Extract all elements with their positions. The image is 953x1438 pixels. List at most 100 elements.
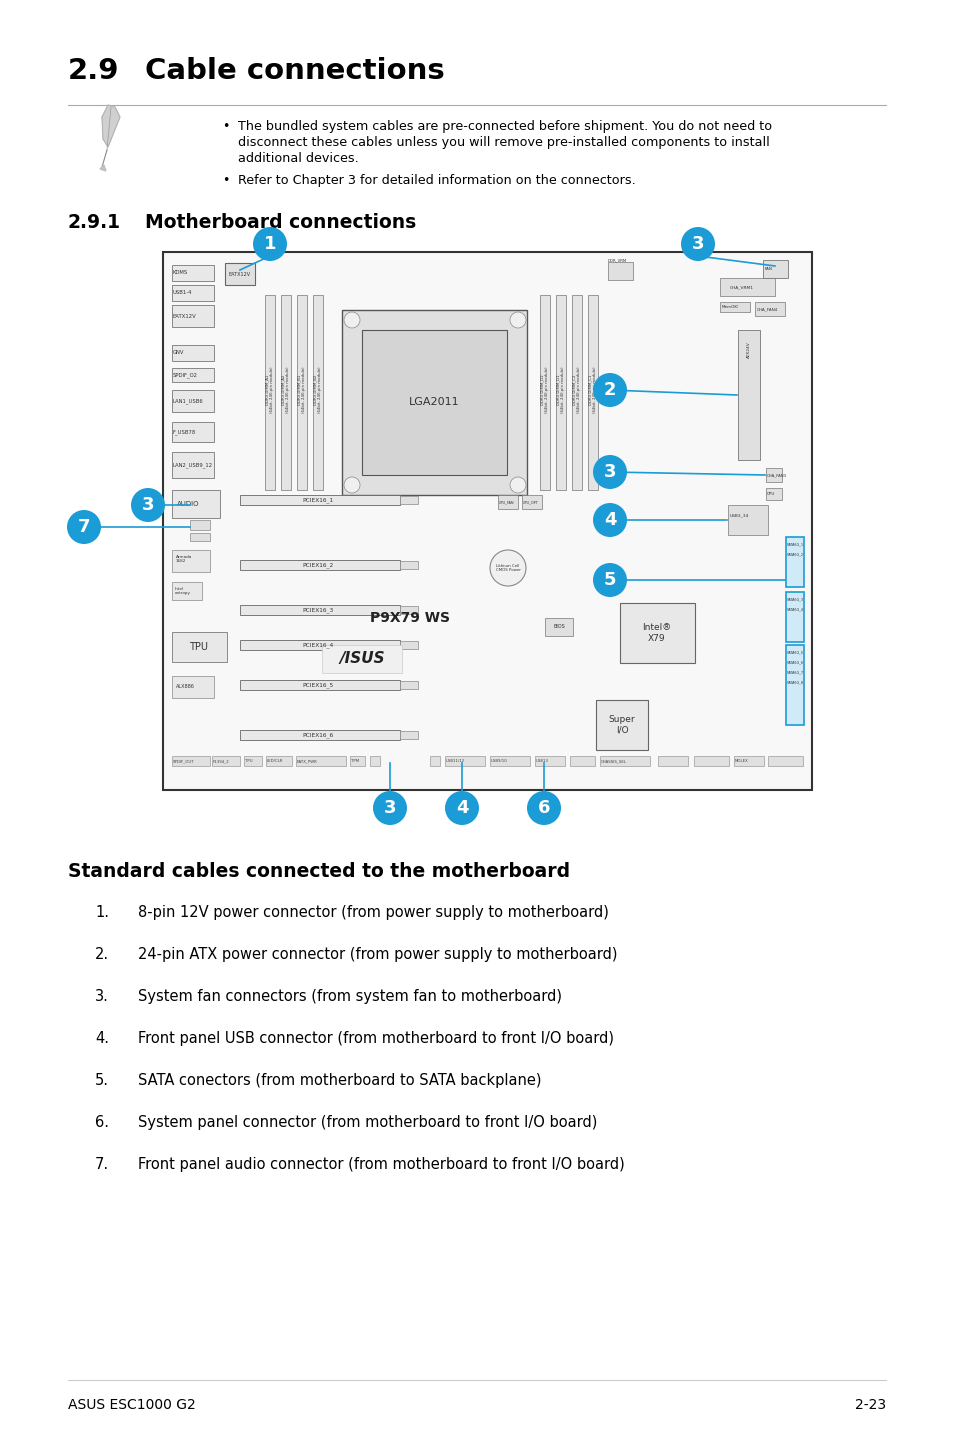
Text: EATX12V: EATX12V bbox=[229, 272, 251, 276]
Text: 2.9: 2.9 bbox=[68, 58, 119, 85]
Bar bbox=[490, 756, 530, 766]
Text: LGA2011: LGA2011 bbox=[408, 397, 458, 407]
Bar bbox=[350, 756, 365, 766]
Text: /ISUS: /ISUS bbox=[339, 651, 384, 666]
Text: SATA conectors (from motherboard to SATA backplane): SATA conectors (from motherboard to SATA… bbox=[138, 1073, 541, 1089]
Circle shape bbox=[490, 549, 525, 587]
Text: SATA6G_5: SATA6G_5 bbox=[786, 650, 803, 654]
Bar bbox=[727, 505, 767, 535]
Text: 24-pin ATX power connector (from power supply to motherboard): 24-pin ATX power connector (from power s… bbox=[138, 948, 617, 962]
Circle shape bbox=[593, 372, 626, 407]
Text: System panel connector (from motherboard to front I/O board): System panel connector (from motherboard… bbox=[138, 1114, 597, 1130]
Circle shape bbox=[510, 312, 525, 328]
Circle shape bbox=[344, 477, 359, 493]
Bar bbox=[754, 302, 784, 316]
Bar bbox=[599, 756, 649, 766]
Text: CHASSIS_SEL: CHASSIS_SEL bbox=[600, 759, 626, 764]
Text: DDR3 DIMM_C1
(64bit, 240-pin module): DDR3 DIMM_C1 (64bit, 240-pin module) bbox=[588, 367, 597, 413]
Text: P9X79 WS: P9X79 WS bbox=[370, 611, 450, 626]
Bar bbox=[370, 756, 379, 766]
Circle shape bbox=[373, 791, 407, 825]
Text: SATA6G_1: SATA6G_1 bbox=[786, 542, 803, 546]
Text: SATA6G_3: SATA6G_3 bbox=[786, 597, 803, 601]
Text: 1: 1 bbox=[263, 234, 276, 253]
Bar bbox=[172, 452, 213, 477]
Bar bbox=[399, 682, 417, 689]
Bar bbox=[172, 345, 213, 361]
Text: KDMS: KDMS bbox=[172, 270, 188, 276]
Text: DDR_VRM: DDR_VRM bbox=[607, 257, 626, 262]
Bar bbox=[762, 260, 787, 278]
Text: System fan connectors (from system fan to motherboard): System fan connectors (from system fan t… bbox=[138, 989, 561, 1004]
Text: BIOS: BIOS bbox=[553, 624, 564, 630]
Bar bbox=[240, 640, 399, 650]
Bar bbox=[607, 262, 633, 280]
Text: USB9/10: USB9/10 bbox=[491, 759, 507, 764]
Text: PCIEX16_2: PCIEX16_2 bbox=[302, 562, 334, 568]
Bar bbox=[172, 265, 213, 280]
Text: •: • bbox=[222, 119, 229, 132]
Text: DDR3 DIMM_B1
(64bit, 240-pin module): DDR3 DIMM_B1 (64bit, 240-pin module) bbox=[297, 367, 306, 413]
Circle shape bbox=[444, 791, 478, 825]
Text: TPU: TPU bbox=[245, 759, 253, 764]
Text: ATX24V: ATX24V bbox=[746, 342, 750, 358]
Text: DDR3 DIMM_D2
(64bit, 240-pin module): DDR3 DIMM_D2 (64bit, 240-pin module) bbox=[540, 367, 549, 413]
Bar bbox=[767, 756, 802, 766]
Text: GNV: GNV bbox=[172, 351, 184, 355]
Text: DDR3 DIMM_C2
(64bit, 240-pin module): DDR3 DIMM_C2 (64bit, 240-pin module) bbox=[572, 367, 580, 413]
Text: Front panel audio connector (from motherboard to front I/O board): Front panel audio connector (from mother… bbox=[138, 1158, 624, 1172]
Text: CHA_VRM1: CHA_VRM1 bbox=[729, 285, 753, 289]
Bar bbox=[521, 495, 541, 509]
Text: MOLEX: MOLEX bbox=[734, 759, 748, 764]
Text: Front panel USB connector (from motherboard to front I/O board): Front panel USB connector (from motherbo… bbox=[138, 1031, 614, 1045]
Bar bbox=[693, 756, 728, 766]
Text: 7.: 7. bbox=[95, 1158, 109, 1172]
Text: Super
I/O: Super I/O bbox=[608, 715, 635, 735]
Bar bbox=[322, 646, 401, 673]
Bar bbox=[190, 521, 210, 531]
Bar bbox=[172, 390, 213, 413]
Text: EATX12V: EATX12V bbox=[172, 313, 196, 318]
Text: ALX886: ALX886 bbox=[175, 684, 194, 689]
Text: LED/CLR: LED/CLR bbox=[267, 759, 283, 764]
Bar bbox=[785, 536, 803, 587]
Text: USB11/12: USB11/12 bbox=[446, 759, 465, 764]
Text: CHA_FAN3: CHA_FAN3 bbox=[766, 473, 786, 477]
Text: LAN2_USB9_12: LAN2_USB9_12 bbox=[172, 462, 213, 467]
Text: 3: 3 bbox=[691, 234, 703, 253]
Circle shape bbox=[131, 487, 165, 522]
Text: DDR3 DIMM_A1
(64bit, 240-pin module): DDR3 DIMM_A1 (64bit, 240-pin module) bbox=[266, 367, 274, 413]
Text: SATA6G_7: SATA6G_7 bbox=[786, 670, 803, 674]
Bar bbox=[172, 756, 210, 766]
Bar bbox=[720, 302, 749, 312]
Text: 3: 3 bbox=[603, 463, 616, 480]
Text: 1.: 1. bbox=[95, 905, 109, 920]
Bar bbox=[497, 495, 517, 509]
Bar bbox=[539, 295, 550, 490]
Bar bbox=[295, 756, 346, 766]
Text: additional devices.: additional devices. bbox=[237, 152, 358, 165]
Bar bbox=[765, 467, 781, 482]
Text: LAN1_USB6: LAN1_USB6 bbox=[172, 398, 204, 404]
Text: Intel
entropy: Intel entropy bbox=[174, 587, 191, 595]
Text: PCIEX16_5: PCIEX16_5 bbox=[302, 682, 334, 687]
Text: 3.: 3. bbox=[95, 989, 109, 1004]
Text: 2-23: 2-23 bbox=[854, 1398, 885, 1412]
Text: USB13: USB13 bbox=[536, 759, 548, 764]
Bar bbox=[399, 496, 417, 503]
Text: 5: 5 bbox=[603, 571, 616, 590]
Bar bbox=[587, 295, 598, 490]
Bar bbox=[444, 756, 484, 766]
Bar bbox=[281, 295, 291, 490]
Bar bbox=[399, 605, 417, 614]
Bar bbox=[313, 295, 323, 490]
Text: CPU_FAN: CPU_FAN bbox=[498, 500, 514, 503]
Text: Intel®
X79: Intel® X79 bbox=[641, 623, 671, 643]
Text: disconnect these cables unless you will remove pre-installed components to insta: disconnect these cables unless you will … bbox=[237, 137, 769, 150]
Text: 3: 3 bbox=[142, 496, 154, 513]
Bar bbox=[569, 756, 595, 766]
Bar bbox=[240, 559, 399, 569]
Bar bbox=[172, 368, 213, 383]
Bar bbox=[240, 605, 399, 615]
Text: Motherboard connections: Motherboard connections bbox=[145, 213, 416, 232]
